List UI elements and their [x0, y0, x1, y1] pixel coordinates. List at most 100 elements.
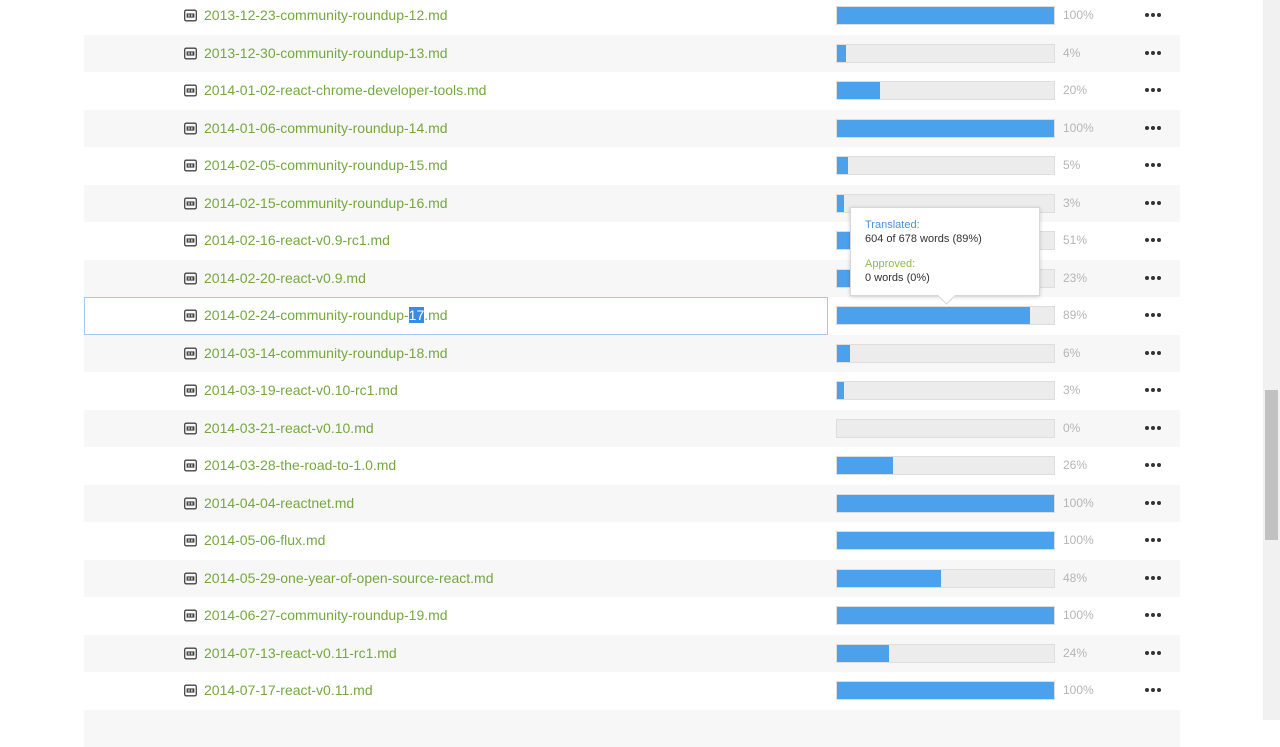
- more-options-icon[interactable]: [1142, 266, 1164, 290]
- more-options-icon[interactable]: [1142, 491, 1164, 515]
- more-options-icon[interactable]: [1142, 603, 1164, 627]
- progress-fill: [837, 607, 1054, 624]
- vertical-scrollbar[interactable]: [1263, 0, 1280, 720]
- translation-progress-bar[interactable]: [836, 306, 1055, 325]
- file-name-link[interactable]: 2014-01-02-react-chrome-developer-tools.…: [204, 81, 486, 100]
- more-options-icon[interactable]: [1142, 566, 1164, 590]
- progress-fill: [837, 382, 844, 399]
- file-name-link[interactable]: 2013-12-23-community-roundup-12.md: [204, 6, 448, 25]
- file-row[interactable]: 2014-01-02-react-chrome-developer-tools.…: [84, 72, 1180, 110]
- translation-progress-bar[interactable]: [836, 681, 1055, 700]
- more-options-icon[interactable]: [1142, 41, 1164, 65]
- translation-stats-tooltip: Translated: 604 of 678 words (89%) Appro…: [850, 207, 1040, 296]
- more-options-icon[interactable]: [1142, 116, 1164, 140]
- file-name-link[interactable]: 2014-05-06-flux.md: [204, 531, 325, 550]
- progress-fill: [837, 307, 1030, 324]
- file-name-link[interactable]: 2014-07-13-react-v0.11-rc1.md: [204, 644, 397, 663]
- translation-progress-bar[interactable]: [836, 606, 1055, 625]
- progress-percent-label: 24%: [1063, 646, 1087, 661]
- progress-fill: [837, 345, 850, 362]
- progress-percent-label: 100%: [1063, 683, 1094, 698]
- file-name-link[interactable]: 2014-03-14-community-roundup-18.md: [204, 344, 448, 363]
- file-row[interactable]: 2014-07-13-react-v0.11-rc1.md 24%: [84, 635, 1180, 673]
- file-name-link[interactable]: 2014-03-19-react-v0.10-rc1.md: [204, 381, 398, 400]
- progress-fill: [837, 682, 1054, 699]
- progress-percent-label: 5%: [1063, 158, 1080, 173]
- file-row[interactable]: 2014-01-06-community-roundup-14.md 100%: [84, 110, 1180, 148]
- file-row[interactable]: 2014-02-05-community-roundup-15.md 5%: [84, 147, 1180, 185]
- translation-progress-bar[interactable]: [836, 569, 1055, 588]
- markdown-file-icon: [184, 422, 197, 435]
- file-name-link[interactable]: 2014-07-17-react-v0.11.md: [204, 681, 373, 700]
- file-row[interactable]: 2014-05-29-one-year-of-open-source-react…: [84, 560, 1180, 598]
- more-options-icon[interactable]: [1142, 641, 1164, 665]
- file-name-link[interactable]: 2014-02-16-react-v0.9-rc1.md: [204, 231, 390, 250]
- file-name-link[interactable]: 2014-06-27-community-roundup-19.md: [204, 606, 448, 625]
- more-options-icon[interactable]: [1142, 191, 1164, 215]
- more-options-icon[interactable]: [1142, 228, 1164, 252]
- file-name-link[interactable]: 2014-02-05-community-roundup-15.md: [204, 156, 448, 175]
- tooltip-translated-value: 604 of 678 words (89%): [865, 232, 1039, 246]
- translation-progress-bar[interactable]: [836, 81, 1055, 100]
- more-options-icon[interactable]: [1142, 303, 1164, 327]
- file-name-link[interactable]: 2014-02-15-community-roundup-16.md: [204, 194, 448, 213]
- scrollbar-thumb[interactable]: [1265, 390, 1278, 540]
- translation-progress-bar[interactable]: [836, 156, 1055, 175]
- more-options-icon[interactable]: [1142, 153, 1164, 177]
- translation-progress-bar[interactable]: [836, 381, 1055, 400]
- translation-progress-bar[interactable]: [836, 531, 1055, 550]
- file-row[interactable]: [84, 710, 1180, 747]
- more-options-icon[interactable]: [1142, 678, 1164, 702]
- translation-progress-bar[interactable]: [836, 344, 1055, 363]
- file-row[interactable]: 2014-03-19-react-v0.10-rc1.md 3%: [84, 372, 1180, 410]
- more-options-icon[interactable]: [1142, 78, 1164, 102]
- file-name-link[interactable]: 2014-01-06-community-roundup-14.md: [204, 119, 448, 138]
- progress-percent-label: 51%: [1063, 233, 1087, 248]
- progress-percent-label: 100%: [1063, 121, 1094, 136]
- progress-percent-label: 3%: [1063, 383, 1080, 398]
- file-name-link[interactable]: 2014-02-20-react-v0.9.md: [204, 269, 366, 288]
- tooltip-translated-label: Translated:: [865, 218, 1039, 232]
- translation-progress-bar[interactable]: [836, 644, 1055, 663]
- more-options-icon[interactable]: [1142, 528, 1164, 552]
- file-name-link[interactable]: 2014-03-21-react-v0.10.md: [204, 419, 374, 438]
- file-name-link[interactable]: 2014-04-04-reactnet.md: [204, 494, 354, 513]
- more-options-icon[interactable]: [1142, 378, 1164, 402]
- translation-progress-bar[interactable]: [836, 494, 1055, 513]
- progress-fill: [837, 120, 1054, 137]
- more-options-icon[interactable]: [1142, 3, 1164, 27]
- progress-percent-label: 4%: [1063, 46, 1080, 61]
- more-options-icon[interactable]: [1142, 416, 1164, 440]
- progress-fill: [837, 495, 1054, 512]
- markdown-file-icon: [184, 534, 197, 547]
- translation-progress-bar[interactable]: [836, 419, 1055, 438]
- file-row[interactable]: 2014-06-27-community-roundup-19.md 100%: [84, 597, 1180, 635]
- markdown-file-icon: [184, 159, 197, 172]
- file-row[interactable]: 2013-12-30-community-roundup-13.md 4%: [84, 35, 1180, 73]
- translation-progress-bar[interactable]: [836, 6, 1055, 25]
- file-name-link[interactable]: 2014-05-29-one-year-of-open-source-react…: [204, 569, 493, 588]
- translation-progress-bar[interactable]: [836, 44, 1055, 63]
- file-name-link[interactable]: 2014-02-24-community-roundup-17.md: [204, 306, 448, 325]
- markdown-file-icon: [184, 459, 197, 472]
- progress-fill: [837, 82, 880, 99]
- file-name-link[interactable]: 2013-12-30-community-roundup-13.md: [204, 44, 448, 63]
- markdown-file-icon: [184, 197, 197, 210]
- file-row[interactable]: 2014-07-17-react-v0.11.md 100%: [84, 672, 1180, 710]
- file-row[interactable]: 2013-12-23-community-roundup-12.md 100%: [84, 0, 1180, 35]
- file-name-link[interactable]: 2014-03-28-the-road-to-1.0.md: [204, 456, 396, 475]
- progress-percent-label: 100%: [1063, 608, 1094, 623]
- translation-progress-bar[interactable]: [836, 119, 1055, 138]
- progress-percent-label: 100%: [1063, 8, 1094, 23]
- more-options-icon[interactable]: [1142, 341, 1164, 365]
- more-options-icon[interactable]: [1142, 453, 1164, 477]
- markdown-file-icon: [184, 609, 197, 622]
- translation-progress-bar[interactable]: [836, 456, 1055, 475]
